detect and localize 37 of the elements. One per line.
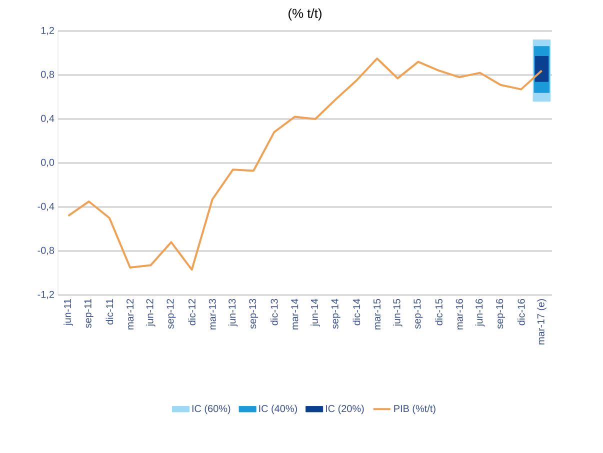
legend-label: IC (40%) <box>259 404 297 414</box>
x-tick-label: jun-12 <box>146 299 156 326</box>
y-tick-label: -0,4 <box>38 202 54 212</box>
x-tick-label: jun-16 <box>475 298 485 326</box>
y-tick-label: 0,0 <box>41 158 54 168</box>
x-tick-label: jun-13 <box>228 298 238 326</box>
x-tick-label: dic-13 <box>270 298 278 326</box>
x-tick-label: sep-13 <box>249 298 258 329</box>
x-tick-label: mar-14 <box>291 298 298 330</box>
y-tick-label: 0,8 <box>41 70 54 80</box>
x-tick-label: sep-12 <box>166 299 176 329</box>
x-tick-label: dic-12 <box>188 299 196 326</box>
x-tick-label: sep-14 <box>331 298 340 329</box>
y-tick-label: 0,4 <box>41 114 54 124</box>
y-tick-label: -0,8 <box>38 246 54 256</box>
y-tick-label: -1,2 <box>38 290 54 300</box>
x-tick-label: sep-15 <box>414 298 423 329</box>
legend-label: IC (60%) <box>192 404 230 414</box>
y-tick-label: 1,2 <box>41 26 54 36</box>
x-tick-label: dic-15 <box>435 298 442 326</box>
x-tick-label: dic-16 <box>517 298 525 326</box>
x-tick-label: mar-15 <box>374 298 381 330</box>
legend-label: IC (20%) <box>326 404 364 414</box>
legend-label: PIB (%t/t) <box>394 404 436 414</box>
x-tick-label: jun-14 <box>310 298 320 326</box>
x-tick-label: mar-13 <box>208 298 216 330</box>
chart-title: (% t/t) <box>288 8 322 21</box>
x-tick-label: mar-12 <box>126 299 134 330</box>
x-tick-label: sep-16 <box>496 298 506 329</box>
x-tick-label: jun-11 <box>64 299 73 326</box>
x-tick-label: sep-11 <box>84 299 94 328</box>
x-tick-label: mar-16 <box>456 298 463 330</box>
x-tick-label: dic-11 <box>106 299 114 324</box>
line-series <box>67 58 543 271</box>
x-tick-label: mar-17 (e) <box>537 299 546 344</box>
x-tick-label: dic-14 <box>352 298 360 326</box>
x-tick-label: jun-15 <box>392 298 402 326</box>
